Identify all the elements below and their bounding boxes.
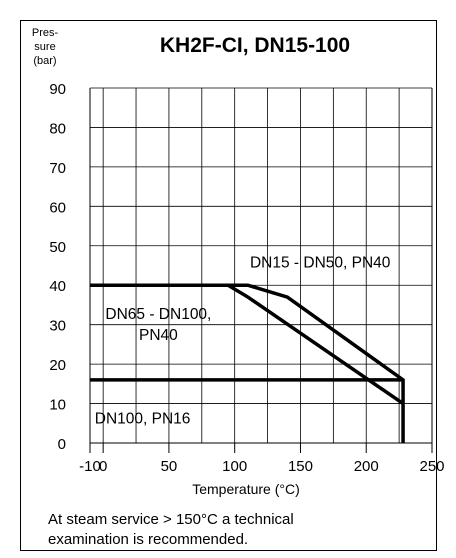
footnote-line: examination is recommended. <box>48 531 248 548</box>
annotations: DN15 - DN50, PN40 DN65 - DN100, PN40 DN100,… <box>95 254 391 427</box>
y-axis-label-line: (bar) <box>33 55 56 67</box>
y-tick-label: 60 <box>49 199 66 216</box>
grid <box>89 87 433 444</box>
x-tick-label: 0 <box>99 458 107 475</box>
annotation-label: DN100, PN16 <box>95 410 191 427</box>
series-lines <box>90 283 405 443</box>
x-tick-label: -10 <box>79 458 101 475</box>
y-tick-labels: 0 10 20 30 40 50 60 70 80 90 <box>49 81 66 453</box>
annotation-label: PN40 <box>139 327 178 344</box>
y-tick-label: 40 <box>49 278 66 295</box>
y-tick-label: 50 <box>49 239 66 256</box>
y-tick-label: 30 <box>49 318 66 335</box>
chart-title: KH2F-CI, DN15-100 <box>160 34 350 57</box>
y-axis-label-line: sure <box>34 41 55 53</box>
y-tick-label: 90 <box>49 81 66 98</box>
y-axis-label: Pres-sure (bar) <box>32 27 59 67</box>
annotation-label: DN65 - DN100, <box>105 306 211 323</box>
x-tick-label: 100 <box>222 458 247 475</box>
x-tick-label: 250 <box>419 458 444 475</box>
footnote: At steam service > 150°C a technical exam… <box>48 511 294 548</box>
figure-border <box>20 20 437 551</box>
x-tick-label: 50 <box>161 458 178 475</box>
x-tick-label: 200 <box>354 458 379 475</box>
y-tick-label: 80 <box>49 120 66 137</box>
annotation-label: DN15 - DN50, PN40 <box>250 254 391 271</box>
x-tick-labels: -100 50 100 150 200 250 <box>79 443 445 475</box>
y-tick-label: 70 <box>49 160 66 177</box>
footnote-line: At steam service > 150°C a technical <box>48 511 294 528</box>
series-line-1 <box>90 283 405 405</box>
y-tick-label: 20 <box>49 357 66 374</box>
y-tick-label: 10 <box>49 397 66 414</box>
y-axis-label-line: Pres- <box>32 27 59 39</box>
y-tick-label: 0 <box>58 436 66 453</box>
x-tick-label: 150 <box>288 458 313 475</box>
x-axis-label: Temperature (°C) <box>192 481 300 497</box>
